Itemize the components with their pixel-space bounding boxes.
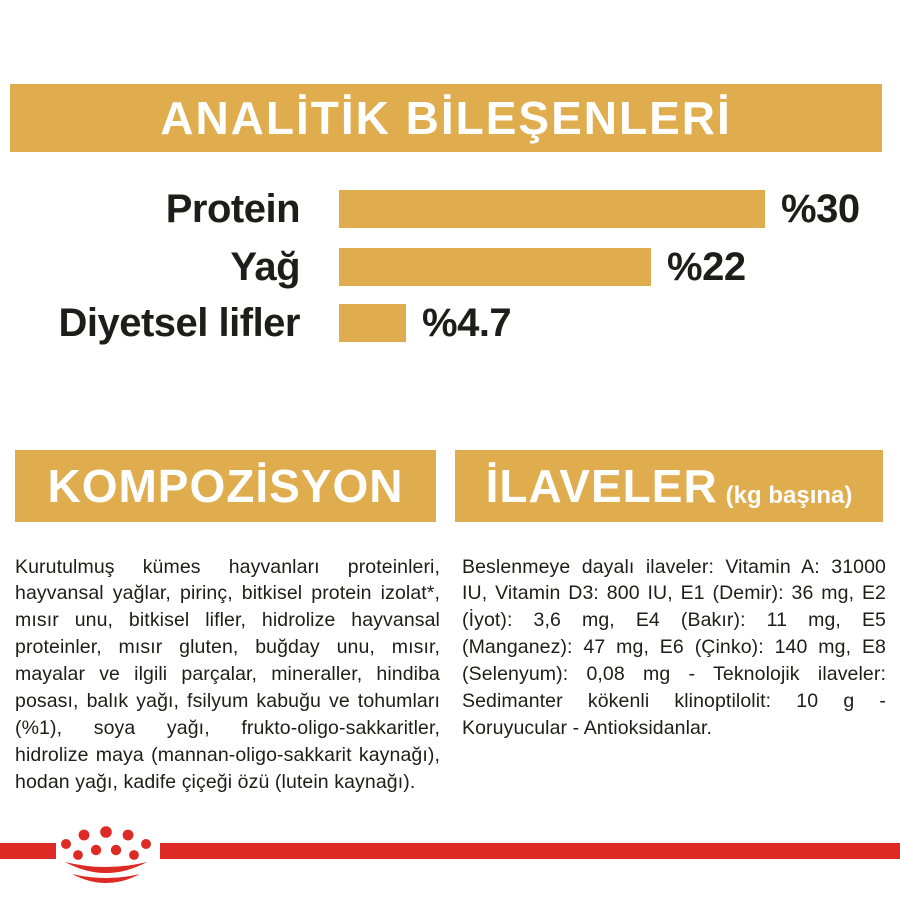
additives-subtitle: (kg başına) <box>725 482 853 509</box>
composition-title: KOMPOZİSYON <box>47 460 404 512</box>
bar-category-label: Diyetsel lifler <box>58 300 300 345</box>
additives-title: İLAVELER <box>485 460 718 512</box>
additives-body: Beslenmeye dayalı ilaveler: Vitamin A: 3… <box>462 555 886 739</box>
bar-category-label: Protein <box>165 186 301 231</box>
additives-heading-box: İLAVELER (kg başına) <box>455 450 883 522</box>
bar-value-label: %4.7 <box>422 300 512 345</box>
bar-diyetsel-lifler <box>339 304 406 342</box>
analytics-title: ANALİTİK BİLEŞENLERİ <box>160 92 732 144</box>
bar-category-label: Yağ <box>230 244 300 289</box>
bar-value-label: %30 <box>781 186 860 231</box>
royal-canin-crown-icon <box>61 826 151 883</box>
analytics-banner: ANALİTİK BİLEŞENLERİ <box>10 84 882 152</box>
brand-line-right <box>160 843 900 859</box>
composition-body: Kurutulmuş kümes hayvanları proteinleri,… <box>15 555 440 793</box>
composition-heading-box: KOMPOZİSYON <box>15 450 436 522</box>
bar-value-label: %22 <box>667 244 746 289</box>
bar-protein <box>339 190 765 228</box>
chart-row-yag: Yağ %22 <box>0 244 900 289</box>
chart-row-diyetsel-lifler: Diyetsel lifler %4.7 <box>0 300 900 345</box>
bar-yag <box>339 248 651 286</box>
brand-line-left <box>0 843 56 859</box>
chart-row-protein: Protein %30 <box>0 186 900 231</box>
